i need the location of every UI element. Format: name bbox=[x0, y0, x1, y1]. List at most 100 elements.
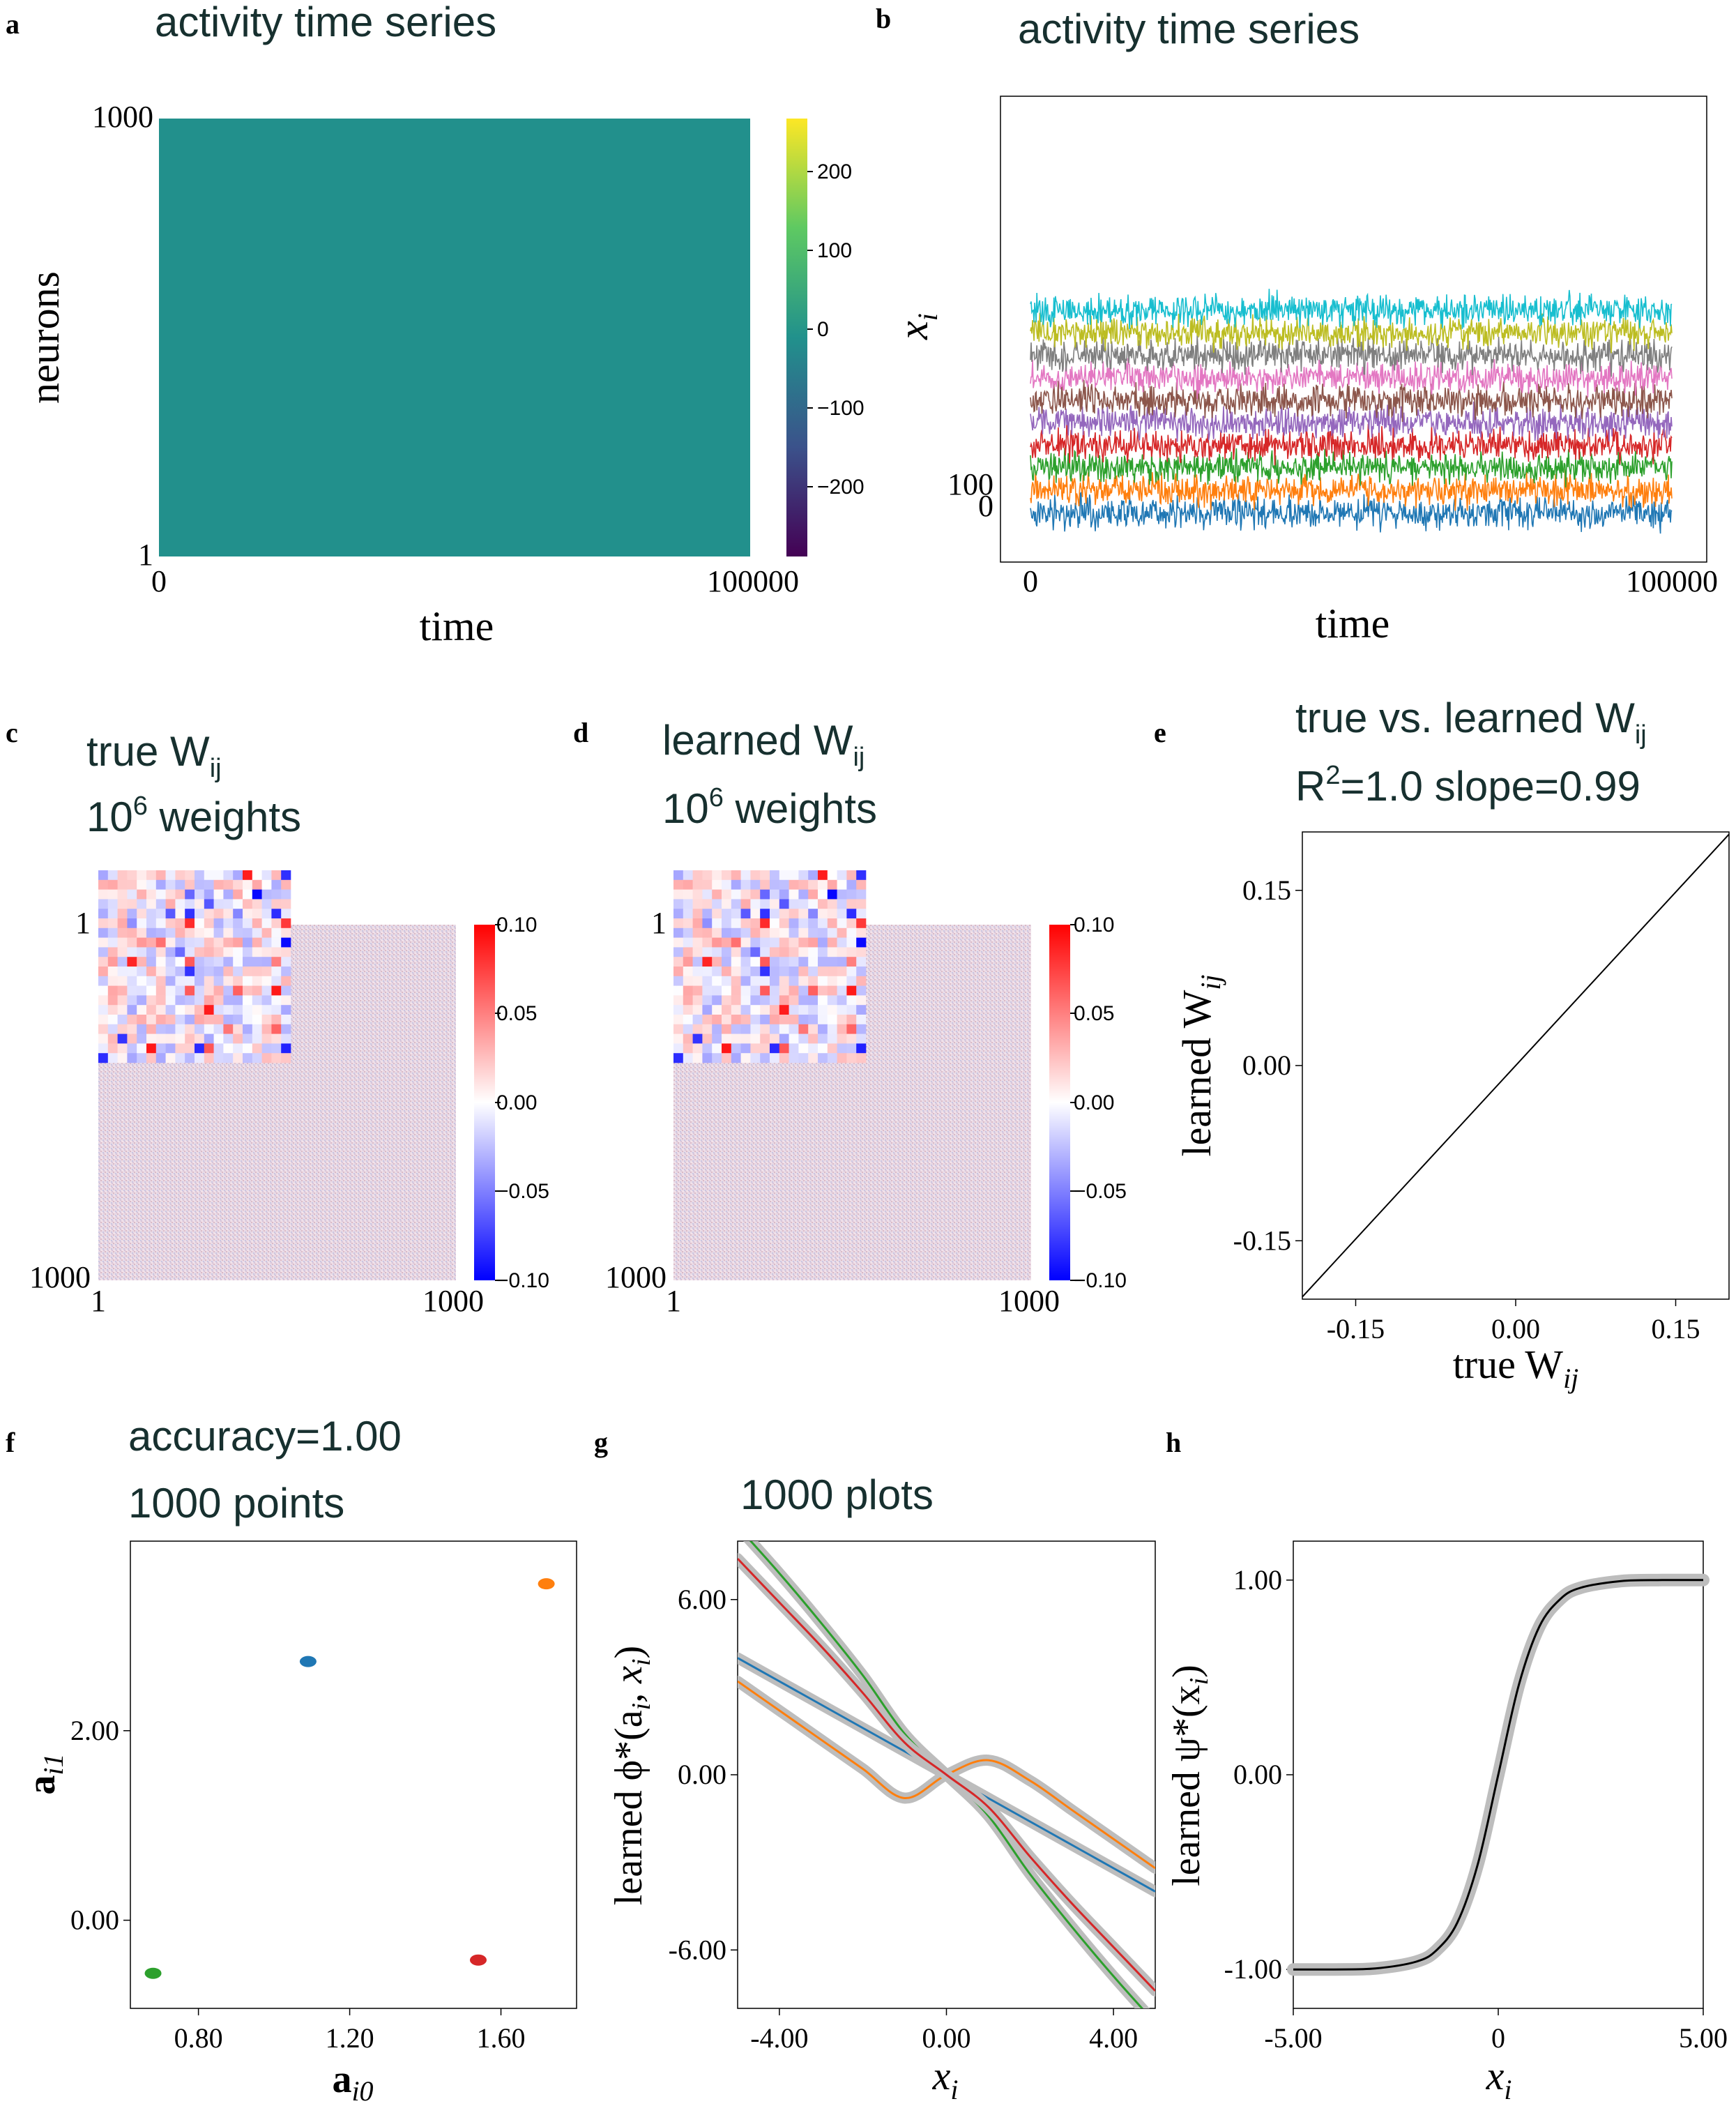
inset-cell bbox=[731, 957, 741, 967]
inset-cell bbox=[673, 1015, 684, 1025]
inset-cell bbox=[731, 879, 741, 890]
inset-cell bbox=[252, 1005, 262, 1015]
inset-cell bbox=[233, 1005, 243, 1015]
inset-cell bbox=[798, 899, 809, 909]
panel-a: a activity time series 200 100 0 −100 −2… bbox=[6, 0, 865, 649]
inset-cell bbox=[856, 957, 867, 967]
inset-cell bbox=[837, 957, 847, 967]
inset-cell bbox=[673, 937, 684, 948]
inset-cell bbox=[127, 937, 137, 948]
inset-cell bbox=[712, 899, 722, 909]
inset-cell bbox=[213, 1043, 224, 1054]
inset-cell bbox=[692, 1053, 703, 1063]
inset-cell bbox=[185, 909, 195, 919]
inset-cell bbox=[261, 1033, 272, 1044]
inset-cell bbox=[722, 870, 732, 881]
inset-cell bbox=[233, 967, 243, 977]
inset-cell bbox=[760, 1043, 770, 1054]
inset-cell bbox=[155, 879, 166, 890]
colorbar-c-tick-2: 0.00 bbox=[496, 1091, 537, 1114]
inset-cell bbox=[798, 976, 809, 986]
inset-cell bbox=[731, 985, 741, 996]
inset-cell bbox=[233, 889, 243, 900]
ytick-b-0: 0 bbox=[978, 489, 993, 523]
inset-cell bbox=[146, 909, 157, 919]
panel-c: c true Wij 106 weights 0.10 0.05 0.00 −0… bbox=[6, 717, 549, 1318]
xlabel-f: ai0 bbox=[332, 2058, 373, 2106]
inset-cell bbox=[223, 927, 234, 938]
inset-cell bbox=[107, 889, 118, 900]
inset-cell bbox=[740, 947, 751, 957]
inset-cell bbox=[702, 995, 713, 1006]
inset-cell bbox=[117, 1033, 128, 1044]
trace-b-4 bbox=[1030, 401, 1673, 442]
inset-cell bbox=[770, 889, 780, 900]
inset-cell bbox=[98, 1015, 109, 1025]
inset-cell bbox=[818, 1015, 828, 1025]
cluster-point-2 bbox=[144, 1967, 162, 1979]
inset-cell bbox=[117, 995, 128, 1006]
inset-cell bbox=[818, 918, 828, 929]
inset-cell bbox=[846, 947, 857, 957]
inset-cell bbox=[165, 927, 176, 938]
inset-cell bbox=[750, 985, 761, 996]
inset-cell bbox=[779, 909, 789, 919]
inset-cell bbox=[195, 995, 205, 1006]
inset-cell bbox=[712, 967, 722, 977]
inset-cell bbox=[243, 1024, 253, 1034]
inset-cell bbox=[195, 1005, 205, 1015]
inset-cell bbox=[243, 899, 253, 909]
inset-cell bbox=[808, 1033, 818, 1044]
xtick-d-right: 1000 bbox=[998, 1284, 1060, 1318]
inset-cell bbox=[281, 995, 291, 1006]
inset-cell bbox=[798, 947, 809, 957]
inset-cell bbox=[818, 1005, 828, 1015]
inset-cell bbox=[175, 1053, 185, 1063]
inset-cell bbox=[175, 1043, 185, 1054]
inset-cell bbox=[692, 870, 703, 881]
svg-text:ai1: ai1 bbox=[20, 1753, 69, 1794]
svg-text:true Wij: true Wij bbox=[1453, 1342, 1579, 1394]
inset-cell bbox=[789, 1033, 799, 1044]
inset-cell bbox=[750, 1043, 761, 1054]
colorbar-d-ticks: 0.10 0.05 0.00 −0.05 −0.10 bbox=[1070, 914, 1127, 1292]
inset-cell bbox=[233, 927, 243, 938]
inset-cell bbox=[165, 995, 176, 1006]
inset-cell bbox=[740, 995, 751, 1006]
cluster-point-0 bbox=[299, 1656, 317, 1667]
inset-cell bbox=[175, 889, 185, 900]
inset-cell bbox=[722, 957, 732, 967]
inset-cell bbox=[233, 937, 243, 948]
inset-cell bbox=[798, 967, 809, 977]
inset-cell bbox=[252, 899, 262, 909]
inset-cell bbox=[165, 889, 176, 900]
curves-g bbox=[738, 1541, 1155, 2008]
inset-cell bbox=[770, 870, 780, 881]
inset-cell bbox=[789, 995, 799, 1006]
inset-cell bbox=[760, 1005, 770, 1015]
inset-cell bbox=[856, 927, 867, 938]
inset-cell bbox=[702, 1043, 713, 1054]
inset-cell bbox=[243, 1043, 253, 1054]
inset-cell bbox=[673, 1053, 684, 1063]
inset-cell bbox=[107, 909, 118, 919]
inset-cell bbox=[827, 1005, 837, 1015]
curve-h bbox=[1293, 1579, 1704, 1971]
inset-cell bbox=[789, 1005, 799, 1015]
traces-b bbox=[1030, 289, 1673, 534]
inset-cell bbox=[731, 918, 741, 929]
inset-cell bbox=[107, 1033, 118, 1044]
inset-cell bbox=[798, 957, 809, 967]
inset-cell bbox=[740, 976, 751, 986]
inset-cell bbox=[146, 1005, 157, 1015]
inset-cell bbox=[740, 1033, 751, 1044]
inset-cell bbox=[722, 1053, 732, 1063]
ytick-c-bottom: 1000 bbox=[29, 1260, 91, 1294]
inset-cell bbox=[204, 870, 214, 881]
inset-cell bbox=[185, 927, 195, 938]
inset-cell bbox=[165, 1043, 176, 1054]
inset-cell bbox=[261, 909, 272, 919]
inset-cell bbox=[818, 967, 828, 977]
inset-cell bbox=[683, 870, 693, 881]
inset-cell bbox=[750, 1033, 761, 1044]
